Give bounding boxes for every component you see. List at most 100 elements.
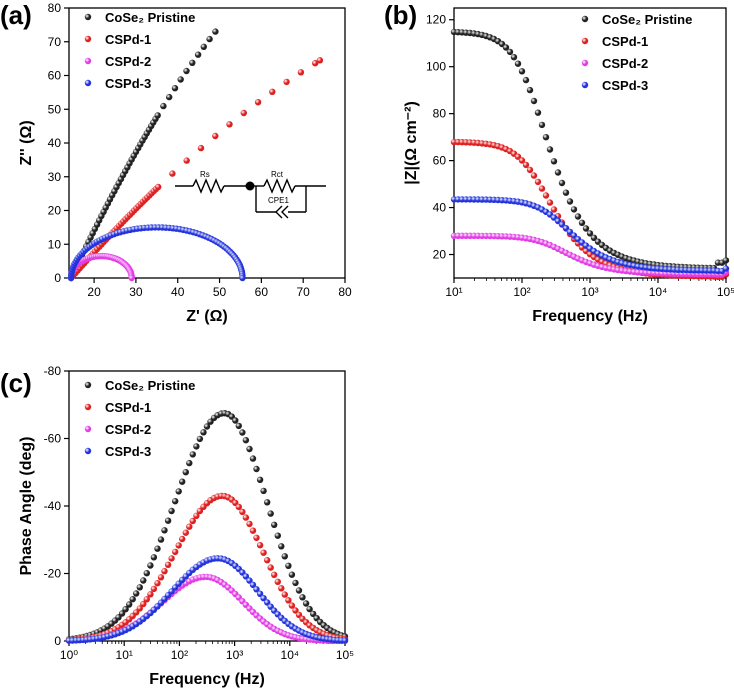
y-tick-label: 30 bbox=[48, 170, 62, 184]
data-point bbox=[164, 517, 172, 524]
legend-entry: CSPd-2 bbox=[602, 56, 648, 71]
data-point bbox=[269, 88, 276, 96]
data-point bbox=[530, 97, 538, 105]
y-tick-label: 120 bbox=[426, 13, 446, 27]
panel-b-data bbox=[450, 28, 730, 280]
panel-a-data bbox=[67, 28, 324, 282]
data-point bbox=[161, 568, 168, 575]
y-tick-label: 40 bbox=[48, 136, 62, 150]
data-point bbox=[274, 532, 281, 539]
data-point bbox=[212, 132, 219, 140]
data-point bbox=[538, 185, 546, 192]
x-axis-label: Frequency (Hz) bbox=[532, 308, 648, 325]
circuit-label-rs: Rs bbox=[200, 170, 210, 179]
data-point bbox=[246, 520, 253, 528]
equivalent-circuit-inset: Rs Rct CPE1 bbox=[175, 170, 326, 219]
legend-entry: CSPd-3 bbox=[602, 78, 648, 93]
data-point bbox=[310, 610, 317, 618]
data-point bbox=[133, 590, 140, 597]
x-axis-label: Frequency (Hz) bbox=[149, 671, 265, 688]
data-point bbox=[253, 465, 260, 473]
x-tick-label: 10⁴ bbox=[281, 648, 300, 662]
data-point bbox=[278, 543, 285, 550]
legend-entry: CSPd-1 bbox=[602, 34, 648, 49]
data-point bbox=[534, 178, 542, 186]
data-point bbox=[264, 557, 271, 564]
data-point bbox=[302, 600, 310, 607]
data-point bbox=[558, 179, 566, 187]
data-point bbox=[126, 601, 133, 608]
data-point bbox=[200, 429, 207, 436]
data-point bbox=[722, 265, 730, 272]
data-point bbox=[256, 590, 264, 597]
data-point bbox=[169, 170, 176, 177]
data-point bbox=[186, 459, 193, 467]
x-tick-label: 70 bbox=[297, 285, 311, 299]
data-point bbox=[502, 44, 510, 51]
data-point bbox=[168, 507, 175, 515]
y-tick-label: 60 bbox=[48, 69, 62, 83]
x-tick-label: 10³ bbox=[581, 285, 598, 299]
data-point bbox=[239, 429, 246, 436]
data-point bbox=[542, 134, 550, 141]
data-point bbox=[586, 230, 594, 237]
data-point bbox=[267, 510, 274, 517]
data-point bbox=[570, 206, 578, 213]
y-tick-label: 50 bbox=[48, 102, 62, 116]
x-tick-label: 60 bbox=[255, 285, 269, 299]
legend-marker bbox=[84, 35, 92, 43]
data-point bbox=[189, 517, 196, 525]
data-point bbox=[260, 549, 267, 556]
data-point bbox=[297, 69, 305, 76]
data-point bbox=[235, 503, 242, 511]
legend-entry: CoSe₂ Pristine bbox=[602, 12, 692, 27]
data-point bbox=[172, 548, 179, 556]
data-point bbox=[256, 542, 264, 549]
data-point bbox=[295, 587, 303, 594]
x-tick-label: 50 bbox=[213, 285, 227, 299]
data-point bbox=[175, 542, 182, 549]
x-tick-label: 10² bbox=[171, 648, 188, 662]
legend-marker bbox=[581, 81, 589, 89]
y-axis-label: Phase Angle (deg) bbox=[18, 437, 35, 576]
data-point bbox=[562, 189, 570, 196]
panel-a-legend: CoSe₂ Pristine CSPd-1 CSPd-2 CSPd-3 bbox=[84, 10, 195, 91]
circuit-label-cpe1: CPE1 bbox=[268, 196, 289, 205]
data-point bbox=[264, 499, 271, 506]
data-point bbox=[196, 435, 204, 443]
panel-c-legend: CoSe₂ Pristine CSPd-1 CSPd-2 CSPd-3 bbox=[84, 378, 195, 459]
x-tick-label: 10⁵ bbox=[717, 285, 734, 299]
y-tick-label: -60 bbox=[44, 432, 62, 446]
data-point bbox=[590, 234, 598, 241]
data-point bbox=[288, 571, 296, 578]
legend-marker bbox=[84, 403, 92, 411]
data-point bbox=[249, 455, 257, 462]
legend-marker bbox=[84, 79, 92, 87]
legend-marker bbox=[581, 15, 589, 23]
data-point bbox=[249, 527, 257, 534]
x-tick-label: 10² bbox=[513, 285, 530, 299]
data-point bbox=[118, 610, 126, 617]
data-point bbox=[157, 574, 165, 581]
data-point bbox=[239, 508, 246, 516]
y-tick-label: 10 bbox=[48, 237, 62, 251]
data-point bbox=[197, 144, 205, 152]
x-tick-label: 10¹ bbox=[116, 648, 133, 662]
panel-c-data bbox=[65, 410, 349, 645]
data-point bbox=[182, 469, 189, 476]
y-tick-label: 70 bbox=[48, 35, 62, 49]
data-point bbox=[281, 553, 288, 560]
data-point bbox=[530, 172, 538, 179]
data-point bbox=[574, 213, 582, 220]
y-tick-label: 100 bbox=[426, 60, 446, 74]
y-axis-label: |Z|(Ω cm⁻²) bbox=[403, 101, 420, 185]
x-axis-label: Z' (Ω) bbox=[186, 308, 228, 325]
data-point bbox=[242, 514, 250, 521]
data-point bbox=[285, 597, 292, 604]
data-point bbox=[546, 199, 554, 206]
x-tick-label: 10¹ bbox=[445, 285, 462, 299]
data-point bbox=[194, 51, 202, 58]
data-point bbox=[246, 577, 253, 584]
data-point bbox=[264, 599, 271, 606]
data-point bbox=[341, 637, 349, 644]
